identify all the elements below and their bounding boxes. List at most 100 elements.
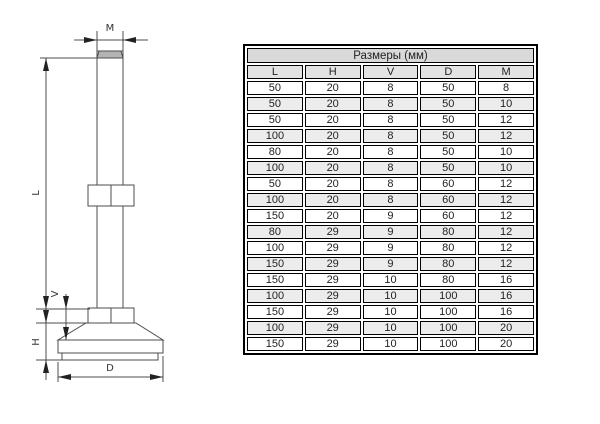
table-cell: 8 [362,81,419,95]
table-cell: 60 [420,193,477,207]
dimension-h: H [31,310,95,373]
column-header: D [420,65,477,79]
table-cell: 100 [420,289,477,303]
table-cell: 12 [478,177,534,191]
table-cell: 10 [478,161,534,175]
lower-hex-nut [87,307,135,324]
rod-shaft [96,50,124,310]
table-cell: 80 [420,257,477,271]
column-header: V [362,65,419,79]
table-cell: 100 [247,193,303,207]
table-cell: 8 [362,177,419,191]
table-row: 100 20 8 50 12 [247,129,534,143]
table-row: 150 29 10 100 20 [247,337,534,351]
table-cell: 8 [362,97,419,111]
arrow-down-icon [43,296,49,309]
table-cell: 16 [478,305,534,319]
arrow-down-icon [63,327,69,340]
table-cell: 10 [362,289,419,303]
table-cell: 12 [478,225,534,239]
table-cell: 20 [304,81,361,95]
table-cell: 9 [362,257,419,271]
column-header: M [478,65,534,79]
dim-label-h: H [31,338,42,346]
table-row: 50 20 8 50 10 [247,97,534,111]
table-cell: 20 [304,113,361,127]
table-cell: 8 [362,193,419,207]
arrow-right-icon [150,374,163,380]
table-cell: 100 [420,305,477,319]
table-cell: 50 [247,97,303,111]
table-cell: 80 [420,241,477,255]
table-cell: 9 [362,209,419,223]
table-cell: 150 [247,337,303,351]
table-cell: 150 [247,273,303,287]
table-row: 100 29 9 80 12 [247,241,534,255]
table-cell: 150 [247,257,303,271]
arrow-up-icon [43,58,49,71]
base-rim [57,339,164,354]
dimension-m: M [74,23,148,51]
dim-label-m: M [106,23,115,34]
table-cell: 60 [420,177,477,191]
table-cell: 9 [362,225,419,239]
arrow-up-icon [43,360,49,373]
table-cell: 8 [362,113,419,127]
table-cell: 50 [420,97,477,111]
table-cell: 12 [478,193,534,207]
table-cell: 50 [247,81,303,95]
table-cell: 29 [304,257,361,271]
table-cell: 150 [247,209,303,223]
table-row: 100 29 10 100 16 [247,289,534,303]
table-row: 100 20 8 50 10 [247,161,534,175]
table-cell: 20 [478,337,534,351]
table-cell: 12 [478,257,534,271]
table-cell: 20 [304,161,361,175]
table-cell: 12 [478,129,534,143]
leveling-foot-drawing: M L V H [31,23,165,382]
table-cell: 20 [478,321,534,335]
table-cell: 20 [304,177,361,191]
table-cell: 50 [420,145,477,159]
table-cell: 12 [478,241,534,255]
table-cell: 8 [478,81,534,95]
table-cell: 12 [478,209,534,223]
table-cell: 16 [478,289,534,303]
table-cell: 20 [304,145,361,159]
arrow-left-icon [58,374,71,380]
dim-label-l: L [31,190,42,196]
arrow-left-icon [123,37,136,43]
table-cell: 16 [478,273,534,287]
table-row: 50 20 8 50 8 [247,81,534,95]
table-cell: 29 [304,337,361,351]
table-cell: 80 [247,225,303,239]
table-cell: 50 [420,129,477,143]
table-cell: 100 [247,129,303,143]
base-pad [61,352,159,361]
table-row: 150 20 9 60 12 [247,209,534,223]
table-row: 50 20 8 50 12 [247,113,534,127]
table-cell: 10 [362,305,419,319]
table-cell: 80 [247,145,303,159]
table-cell: 50 [247,113,303,127]
table-cell: 29 [304,305,361,319]
table-cell: 20 [304,193,361,207]
table-cell: 20 [304,209,361,223]
table-cell: 50 [420,161,477,175]
table-cell: 80 [420,273,477,287]
table-cell: 29 [304,321,361,335]
table-cell: 100 [247,289,303,303]
table-row: 80 20 8 50 10 [247,145,534,159]
table-cell: 9 [362,241,419,255]
table-title-row: Размеры (мм) [247,48,534,63]
dimension-d: D [57,356,164,382]
table-row: 150 29 9 80 12 [247,257,534,271]
dimension-v: V [50,290,69,340]
table-cell: 8 [362,129,419,143]
dim-label-d: D [106,363,114,374]
table-cell: 50 [420,113,477,127]
table-cell: 29 [304,273,361,287]
